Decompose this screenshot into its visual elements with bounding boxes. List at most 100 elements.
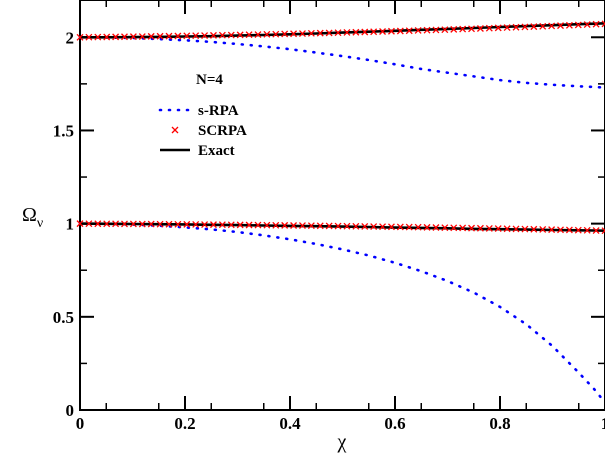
scrpa-marker-level1 bbox=[583, 226, 591, 234]
scrpa-marker-level1 bbox=[325, 222, 333, 230]
scrpa-marker-level1 bbox=[601, 227, 605, 235]
scrpa-marker-level1 bbox=[334, 222, 342, 230]
scrpa-marker-level2 bbox=[512, 23, 520, 31]
scrpa-marker-level2 bbox=[468, 25, 475, 33]
scrpa-marker-level2 bbox=[432, 26, 440, 34]
scrpa-marker-level1 bbox=[352, 222, 360, 230]
scrpa-marker-level1 bbox=[557, 226, 564, 234]
scrpa-marker-level2 bbox=[129, 33, 137, 41]
y-tick-label: 2 bbox=[66, 28, 75, 47]
y-tick-label: 1 bbox=[66, 215, 75, 234]
scrpa-marker-level2 bbox=[548, 22, 556, 30]
scrpa-marker-level1 bbox=[316, 222, 324, 230]
scrpa-marker-level1 bbox=[165, 220, 173, 228]
legend-label: SCRPA bbox=[198, 123, 247, 139]
scrpa-marker-level1 bbox=[236, 221, 244, 229]
scrpa-marker-level1 bbox=[290, 222, 298, 229]
scrpa-marker-level1 bbox=[485, 224, 493, 232]
scrpa-marker-level1 bbox=[494, 225, 502, 233]
scrpa-marker-level2 bbox=[103, 33, 111, 41]
scrpa-marker-level2 bbox=[183, 32, 191, 40]
scrpa-marker-level1 bbox=[112, 220, 120, 228]
markers-layer bbox=[76, 20, 605, 235]
scrpa-marker-level2 bbox=[281, 30, 289, 38]
scrpa-marker-level2 bbox=[396, 27, 404, 35]
scrpa-marker-level1 bbox=[565, 226, 573, 234]
scrpa-marker-level2 bbox=[85, 33, 93, 41]
scrpa-marker-level2 bbox=[352, 28, 360, 36]
legend-label: Exact bbox=[198, 143, 235, 159]
scrpa-marker-level1 bbox=[147, 220, 155, 228]
scrpa-marker-level1 bbox=[574, 226, 582, 234]
scrpa-marker-level2 bbox=[557, 22, 564, 30]
x-tick-label: 1 bbox=[601, 414, 605, 433]
scrpa-marker-level1 bbox=[183, 220, 191, 228]
scrpa-marker-level2 bbox=[112, 33, 120, 41]
scrpa-marker-level2 bbox=[450, 25, 458, 33]
legend: s-RPA SCRPA Exact bbox=[158, 103, 247, 159]
x-tick-label: 0.6 bbox=[384, 414, 405, 433]
scrpa-marker-level2 bbox=[236, 31, 244, 39]
scrpa-marker-level1 bbox=[307, 222, 315, 230]
scrpa-marker-level2 bbox=[601, 20, 605, 28]
ticks bbox=[79, 0, 605, 411]
s-rpa-line-level-2 bbox=[78, 35, 605, 89]
scrpa-marker-level2 bbox=[592, 20, 600, 28]
scrpa-marker-level2 bbox=[147, 32, 155, 40]
scrpa-marker-level2 bbox=[254, 31, 262, 38]
x-tick-label: 0.2 bbox=[174, 414, 195, 433]
scrpa-marker-level1 bbox=[174, 220, 182, 228]
scrpa-marker-level2 bbox=[210, 31, 217, 39]
plot-frame bbox=[79, 0, 605, 411]
scrpa-marker-level2 bbox=[574, 21, 582, 29]
scrpa-marker-level1 bbox=[387, 223, 395, 231]
scrpa-marker-level2 bbox=[343, 29, 351, 36]
scrpa-marker-level2 bbox=[121, 33, 128, 41]
scrpa-marker-level2 bbox=[227, 31, 235, 39]
scrpa-marker-level1 bbox=[370, 223, 378, 231]
scrpa-marker-level2 bbox=[298, 30, 306, 38]
scrpa-marker-level1 bbox=[548, 226, 556, 234]
scrpa-marker-level1 bbox=[272, 221, 280, 229]
scrpa-marker-level2 bbox=[441, 26, 449, 34]
scrpa-marker-level2 bbox=[423, 26, 431, 34]
scrpa-marker-level2 bbox=[290, 30, 298, 38]
scrpa-marker-level1 bbox=[361, 222, 369, 230]
legend-label: s-RPA bbox=[198, 103, 239, 119]
scrpa-marker-level2 bbox=[165, 32, 173, 40]
series-layer bbox=[78, 22, 605, 404]
y-axis-label-main: Ω bbox=[22, 204, 37, 226]
scrpa-marker-level1 bbox=[298, 222, 306, 230]
scrpa-marker-level1 bbox=[343, 222, 351, 230]
scrpa-marker-level2 bbox=[138, 33, 146, 40]
x-axis-label: χ bbox=[337, 431, 347, 453]
scrpa-marker-level1 bbox=[592, 227, 600, 234]
scrpa-marker-level2 bbox=[565, 21, 573, 29]
scrpa-marker-level2 bbox=[307, 29, 315, 37]
scrpa-marker-level1 bbox=[379, 223, 387, 231]
scrpa-marker-level2 bbox=[334, 29, 342, 37]
scrpa-marker-level1 bbox=[129, 220, 137, 228]
scrpa-marker-level2 bbox=[387, 27, 395, 35]
scrpa-marker-level2 bbox=[503, 24, 511, 32]
scrpa-marker-level2 bbox=[192, 32, 200, 40]
scrpa-marker-level1 bbox=[450, 224, 458, 232]
scrpa-marker-level1 bbox=[476, 224, 484, 232]
scrpa-marker-level2 bbox=[405, 27, 413, 35]
s-rpa-line-level-1 bbox=[78, 222, 605, 404]
scrpa-marker-level2 bbox=[521, 23, 529, 31]
scrpa-marker-level1 bbox=[281, 221, 289, 229]
scrpa-marker-level1 bbox=[396, 223, 404, 231]
y-axis-label: Ων bbox=[22, 204, 43, 231]
scrpa-marker-level1 bbox=[468, 224, 475, 232]
scrpa-marker-level2 bbox=[218, 31, 226, 39]
scrpa-marker-level1 bbox=[76, 220, 84, 228]
y-tick-label: 0 bbox=[66, 401, 75, 420]
scrpa-marker-level1 bbox=[254, 221, 262, 229]
scrpa-marker-level1 bbox=[539, 225, 547, 233]
scrpa-marker-level1 bbox=[432, 224, 440, 231]
scrpa-marker-level1 bbox=[218, 221, 226, 229]
legend-swatch-scrpa bbox=[171, 126, 179, 134]
scrpa-marker-level1 bbox=[138, 220, 146, 228]
scrpa-marker-level1 bbox=[156, 220, 164, 228]
